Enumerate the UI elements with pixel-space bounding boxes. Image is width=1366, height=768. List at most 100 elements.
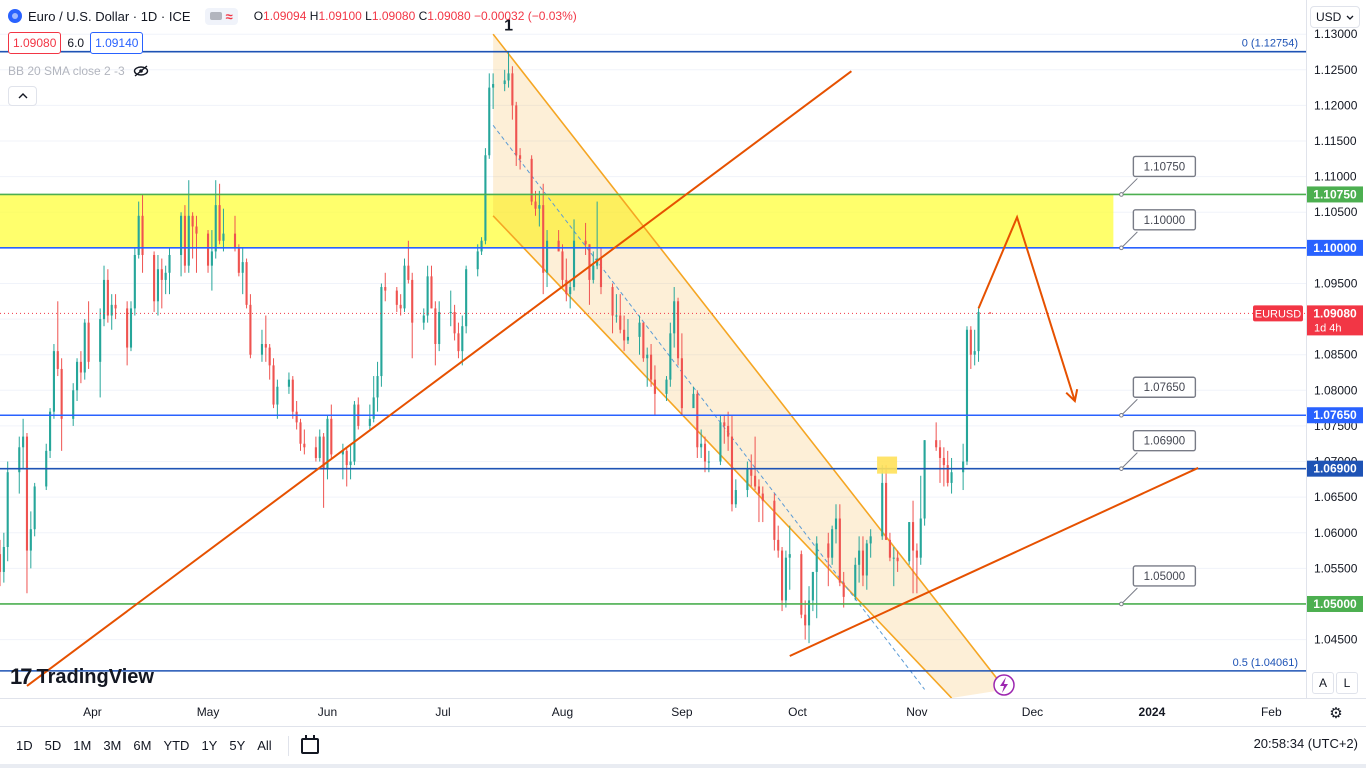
price-scale-labels[interactable]: 1.13000 1.12500 1.12000 1.11500 1.11000 1.105…	[1306, 0, 1366, 698]
price-axis-badge	[1307, 595, 1363, 612]
callout-leader	[1121, 178, 1138, 195]
sell-price-button[interactable]: 1.09080	[8, 32, 62, 54]
callout-anchor	[1119, 412, 1124, 418]
candle	[0, 539, 2, 587]
candle-body	[626, 336, 630, 341]
candle-body	[611, 287, 614, 316]
callout-anchor	[1119, 245, 1124, 251]
range-5d-button[interactable]: 5D	[44, 738, 62, 753]
candle-body	[557, 240, 560, 252]
candle-body	[465, 269, 468, 327]
candle-body	[349, 461, 352, 466]
collapse-legend-button[interactable]	[8, 86, 37, 106]
range-all-button[interactable]: All	[257, 738, 272, 753]
range-5y-button[interactable]: 5Y	[229, 738, 246, 753]
candle-body	[746, 468, 749, 491]
candle-body	[908, 522, 911, 562]
candle-body	[75, 361, 79, 391]
candle-body	[869, 536, 872, 544]
price-scale[interactable]	[1306, 0, 1366, 698]
candle-body	[126, 308, 129, 348]
candle	[950, 457, 953, 494]
trendline	[26, 70, 853, 687]
price-tick-label: 1.08500	[1314, 348, 1358, 362]
time-axis-labels[interactable]: Apr May Jun Jul Aug Sep Oct Nov Dec 2024 Feb	[0, 698, 1306, 726]
callout-box	[1132, 209, 1197, 231]
trade-boxes: 1.09080 6.0 1.09140	[8, 32, 144, 54]
calendar-icon[interactable]	[300, 734, 319, 754]
candle	[245, 258, 248, 309]
time-axis[interactable]	[0, 698, 1366, 726]
candle-body	[206, 233, 210, 266]
candle-body	[72, 390, 75, 419]
candle	[962, 443, 965, 491]
candle-body	[965, 329, 969, 462]
visibility-icon[interactable]	[209, 12, 222, 20]
price-tick-label: 1.10500	[1314, 205, 1358, 219]
candle	[345, 447, 348, 487]
candle	[703, 436, 707, 473]
indicator-label[interactable]: BB 20 SMA close 2 -3	[8, 64, 125, 78]
range-1m-button[interactable]: 1M	[73, 738, 92, 753]
candle	[569, 279, 572, 309]
candle-body	[191, 215, 194, 227]
candle-body	[303, 443, 306, 448]
candle	[72, 383, 75, 426]
candle-body	[757, 486, 761, 494]
candle-body	[950, 472, 953, 483]
candle-body	[507, 73, 510, 81]
indicator-legend[interactable]: BB 20 SMA close 2 -3	[8, 64, 149, 78]
candle-body	[680, 358, 683, 409]
symbol-title[interactable]: Euro / U.S. Dollar · 1D · ICE	[28, 8, 191, 24]
bar-countdown: 1d 4h	[1314, 322, 1342, 334]
candle	[638, 315, 641, 355]
hidden-eye-icon[interactable]	[133, 65, 149, 77]
candle	[584, 222, 587, 255]
range-1d-button[interactable]: 1D	[16, 738, 33, 753]
candle-body	[534, 201, 537, 209]
candle-body	[919, 518, 922, 558]
legend-tools[interactable]: ≈	[204, 7, 238, 25]
range-6m-button[interactable]: 6M	[133, 738, 152, 753]
tradingview-logo[interactable]: 17 TradingView	[10, 664, 154, 690]
candle	[938, 440, 942, 483]
candle	[99, 308, 102, 398]
candle-body	[911, 522, 915, 551]
candle-body	[187, 215, 190, 266]
candle	[218, 183, 221, 245]
wave-icon[interactable]: ≈	[225, 8, 233, 24]
candle-body	[915, 550, 918, 558]
price-tick-label: 1.04500	[1314, 633, 1358, 647]
log-scale-button[interactable]: L	[1336, 672, 1358, 694]
candle-body	[962, 461, 965, 473]
candle	[480, 237, 483, 255]
settings-gear-icon[interactable]: ⚙	[1329, 705, 1343, 722]
candle	[29, 511, 32, 569]
chevron-up-icon	[18, 93, 27, 99]
candle-body	[376, 376, 379, 398]
currency-selector[interactable]: USD	[1310, 6, 1360, 28]
candle	[164, 265, 167, 295]
range-3m-button[interactable]: 3M	[103, 738, 122, 753]
candle	[187, 180, 190, 273]
auto-scale-button[interactable]: A	[1312, 672, 1334, 694]
candle	[2, 532, 5, 583]
candle	[615, 294, 618, 323]
candle	[861, 536, 865, 587]
buy-price-button[interactable]: 1.09140	[90, 32, 144, 54]
candle	[268, 344, 271, 380]
candle-body	[233, 233, 237, 248]
utc-clock[interactable]: 20:58:34 (UTC+2)	[1253, 736, 1358, 751]
trendline	[789, 467, 1199, 657]
candle	[596, 201, 599, 270]
candle	[156, 254, 160, 316]
price-chart[interactable]: 0 (1.12754) 0.5 (1.04061) 1.10750 1.10000 1.…	[0, 0, 1306, 698]
candle-body	[773, 500, 776, 540]
range-ytd-button[interactable]: YTD	[163, 738, 190, 753]
candle-body	[422, 315, 425, 323]
candle	[453, 304, 456, 341]
candle-body	[195, 226, 198, 234]
candle	[869, 529, 872, 558]
range-1y-button[interactable]: 1Y	[201, 738, 218, 753]
candle	[542, 183, 545, 295]
